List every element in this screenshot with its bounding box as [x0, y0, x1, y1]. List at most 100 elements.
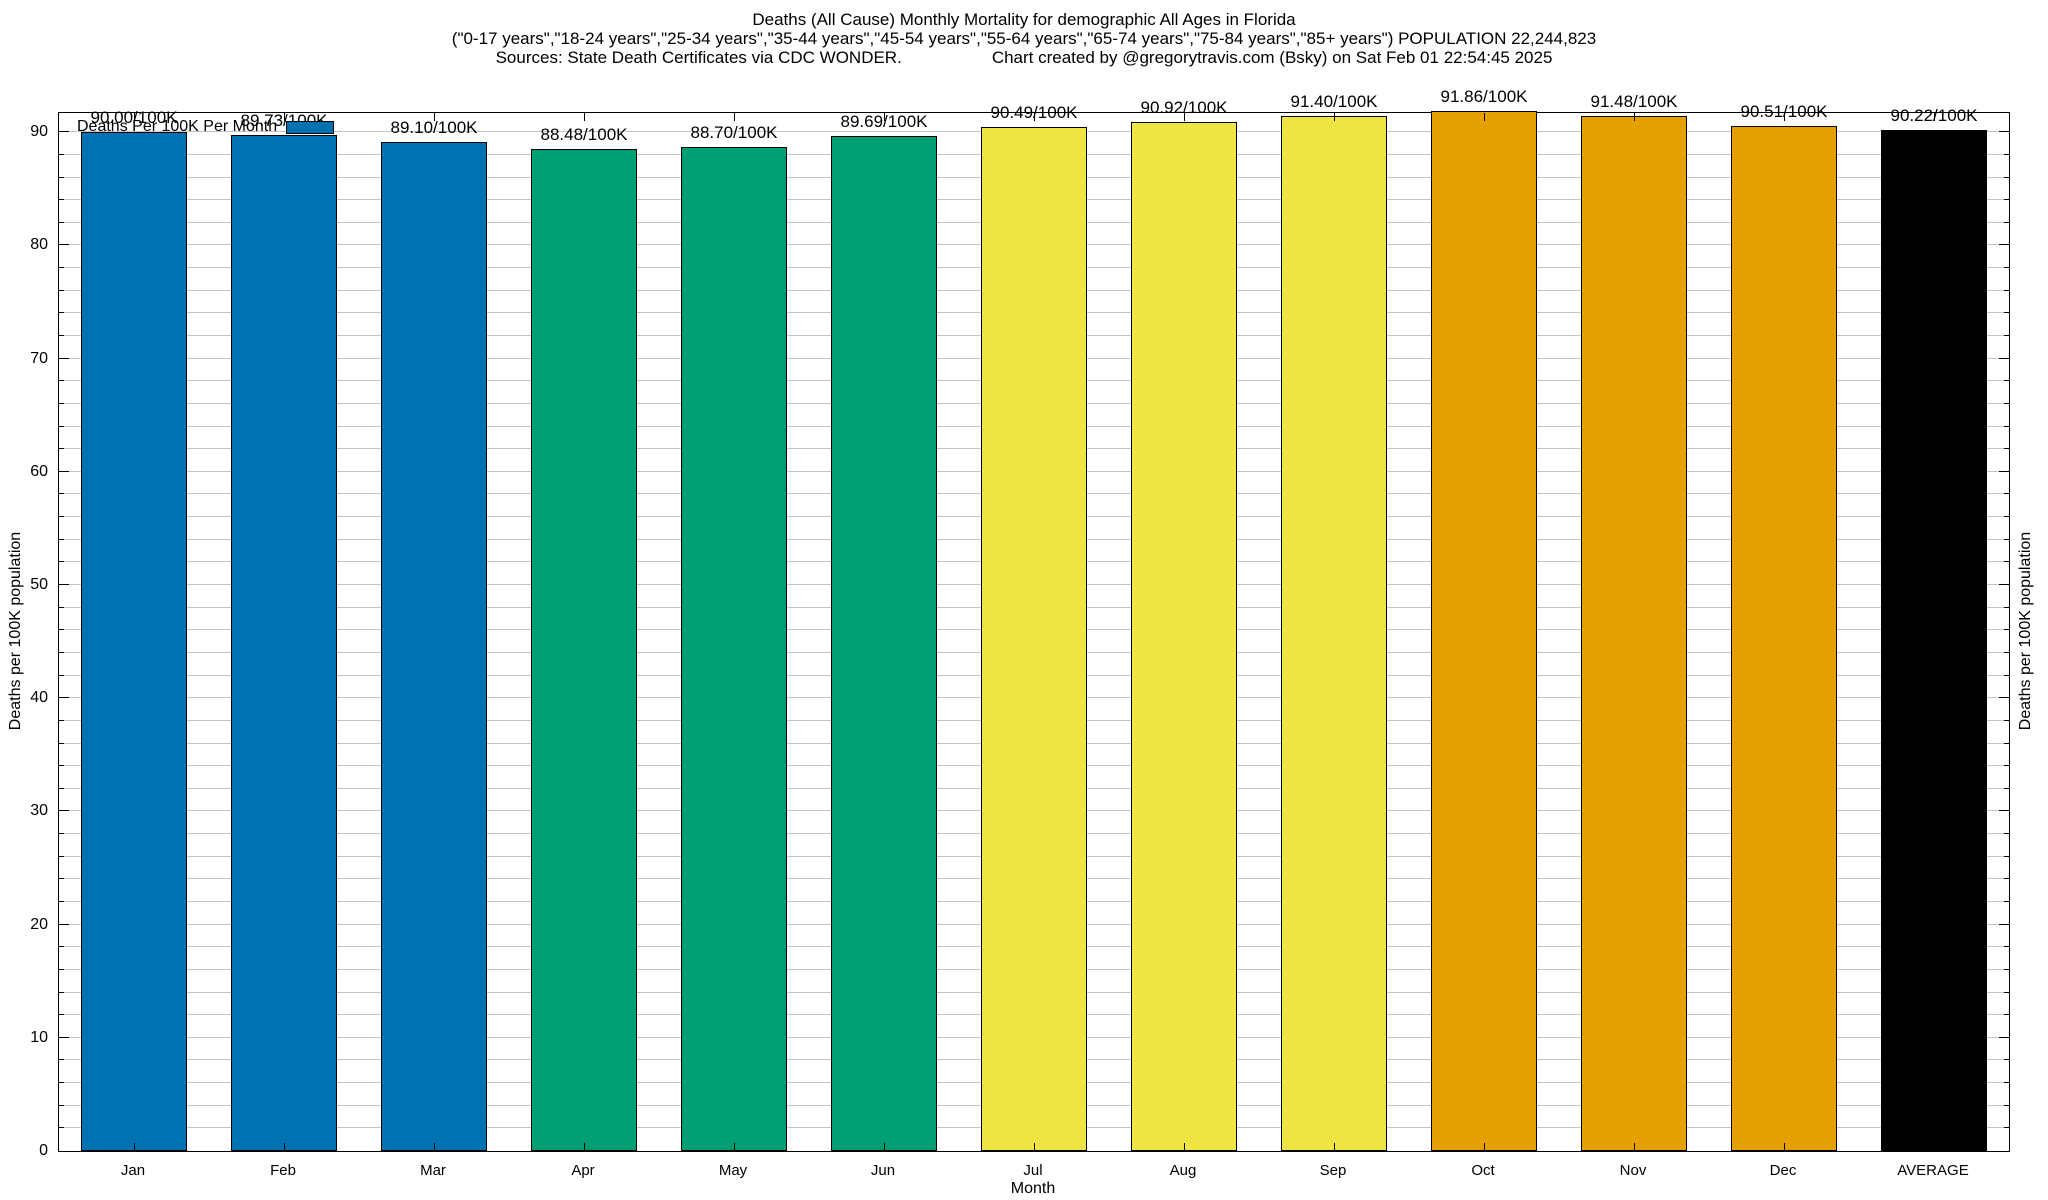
y-tick: [2004, 1082, 2009, 1084]
y-tick: [59, 335, 64, 336]
bar-jul: [981, 126, 1087, 1151]
x-tick: [134, 1143, 135, 1151]
y-tick: [2004, 719, 2009, 721]
y-tick: [59, 810, 69, 812]
y-tick-label: 40: [30, 689, 48, 707]
y-tick: [59, 176, 64, 178]
y-tick: [2004, 606, 2009, 608]
y-tick: [59, 153, 64, 155]
x-tick: [134, 113, 135, 121]
legend-label: Deaths Per 100K Per Month: [77, 118, 278, 135]
y-tick: [2004, 991, 2009, 993]
y-tick: [2004, 878, 2009, 880]
y-tick: [59, 1036, 69, 1038]
y-tick: [1999, 1036, 2009, 1038]
bar-value-label: 88.70/100K: [690, 122, 778, 142]
y-tick: [59, 538, 64, 540]
y-tick: [2004, 629, 2009, 631]
y-tick: [2004, 561, 2009, 563]
x-tick: [884, 113, 885, 121]
y-tick: [2004, 402, 2009, 404]
y-tick: [59, 561, 64, 563]
y-tick: [59, 742, 64, 744]
y-tick: [59, 606, 64, 608]
y-tick: [2004, 380, 2009, 382]
y-tick: [59, 833, 64, 835]
bar-value-label: 90.92/100K: [1140, 97, 1228, 117]
bar-value-label: 90.22/100K: [1890, 105, 1978, 125]
bar-apr: [531, 149, 637, 1151]
y-tick-label: 70: [30, 349, 48, 367]
x-tick: [1484, 1143, 1485, 1151]
y-tick: [59, 878, 64, 880]
y-tick: [2004, 221, 2009, 223]
y-tick: [2004, 538, 2009, 540]
y-tick: [59, 244, 69, 246]
y-tick: [59, 493, 64, 495]
x-tick-label-jan: Jan: [120, 1162, 146, 1179]
y-tick: [59, 1014, 64, 1016]
chart-title-line3: Sources: State Death Certificates via CD…: [0, 48, 2048, 67]
y-tick: [59, 900, 64, 902]
y-tick: [59, 1104, 64, 1106]
y-tick: [1999, 810, 2009, 812]
y-tick: [2004, 516, 2009, 518]
bar-mar: [381, 142, 487, 1151]
bar-dec: [1731, 126, 1837, 1151]
y-tick: [1999, 923, 2009, 925]
y-tick-label: 10: [30, 1028, 48, 1046]
sources-note: Sources: State Death Certificates via CD…: [495, 48, 902, 67]
x-tick-label-apr: Apr: [571, 1162, 595, 1179]
y-tick: [2004, 651, 2009, 653]
x-tick: [434, 1143, 435, 1151]
x-tick: [434, 113, 435, 121]
x-tick: [584, 113, 585, 121]
x-tick-label-mar: Mar: [420, 1162, 446, 1179]
bar-jun: [831, 135, 937, 1151]
x-tick-label-aug: Aug: [1169, 1162, 1197, 1179]
y-tick: [59, 584, 69, 586]
y-tick: [2004, 674, 2009, 676]
x-tick-label-jul: Jul: [1023, 1162, 1043, 1179]
y-tick: [2004, 855, 2009, 857]
y-tick: [2004, 1014, 2009, 1016]
x-tick: [584, 1143, 585, 1151]
legend: Deaths Per 100K Per Month: [77, 118, 335, 136]
y-tick: [2004, 1104, 2009, 1106]
y-tick: [59, 425, 64, 427]
x-tick-label-may: May: [718, 1162, 748, 1179]
x-tick-label-jun: Jun: [870, 1162, 896, 1179]
bar-jan: [81, 132, 187, 1151]
y-tick-label: 20: [30, 915, 48, 933]
y-tick: [59, 131, 69, 133]
x-tick-label-feb: Feb: [270, 1162, 296, 1179]
bar-nov: [1581, 115, 1687, 1151]
x-tick: [1034, 113, 1035, 121]
y-tick: [2004, 1127, 2009, 1129]
x-tick: [1634, 1143, 1635, 1151]
x-tick: [734, 1143, 735, 1151]
x-tick-label-average: AVERAGE: [1897, 1162, 1969, 1179]
chart-title-line1: Deaths (All Cause) Monthly Mortality for…: [752, 10, 1296, 29]
x-tick: [1184, 1143, 1185, 1151]
x-tick: [1934, 113, 1935, 121]
legend-swatch: [286, 120, 335, 134]
x-axis-label: Month: [1010, 1180, 1056, 1197]
y-tick-label: 60: [30, 462, 48, 480]
x-tick: [1934, 1143, 1935, 1151]
y-tick: [2004, 153, 2009, 155]
bar-value-label: 89.10/100K: [390, 118, 478, 138]
bar-oct: [1431, 111, 1537, 1151]
y-tick: [2004, 968, 2009, 970]
chart-title-line2: ("0-17 years","18-24 years","25-34 years…: [451, 29, 1597, 48]
x-tick: [284, 1143, 285, 1151]
y-tick: [1999, 244, 2009, 246]
y-tick: [59, 402, 64, 404]
y-tick: [2004, 742, 2009, 744]
y-tick: [59, 629, 64, 631]
chart-header: Deaths (All Cause) Monthly Mortality for…: [0, 10, 2048, 67]
x-tick: [884, 1143, 885, 1151]
y-tick: [59, 267, 64, 269]
y-tick: [2004, 833, 2009, 835]
y-tick: [59, 1127, 64, 1129]
